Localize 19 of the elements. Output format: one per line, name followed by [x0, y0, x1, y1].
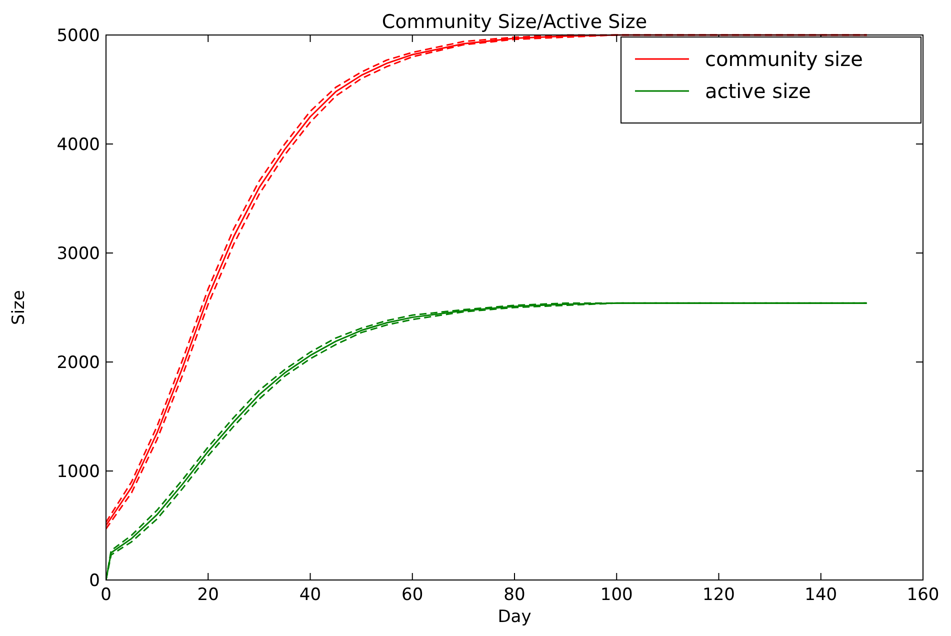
x-tick-label: 20 — [197, 585, 219, 605]
x-tick-label: 40 — [299, 585, 322, 605]
x-tick-label: 80 — [504, 585, 526, 605]
y-tick-label: 1000 — [56, 462, 100, 482]
x-tick-label: 60 — [402, 585, 424, 605]
legend-label: active size — [705, 79, 811, 103]
x-tick-label: 100 — [600, 585, 633, 605]
y-axis-title: Size — [9, 290, 29, 325]
y-tick-label: 2000 — [56, 353, 100, 373]
chart-title: Community Size/Active Size — [382, 11, 648, 33]
y-tick-label: 3000 — [56, 244, 100, 264]
y-tick-label: 4000 — [56, 135, 100, 155]
legend-label: community size — [705, 47, 863, 71]
y-tick-label: 0 — [89, 571, 100, 591]
x-tick-label: 140 — [804, 585, 838, 605]
x-axis-title: Day — [498, 607, 532, 627]
x-tick-label: 160 — [906, 585, 940, 605]
x-tick-label: 120 — [702, 585, 735, 605]
y-tick-label: 5000 — [56, 26, 100, 46]
